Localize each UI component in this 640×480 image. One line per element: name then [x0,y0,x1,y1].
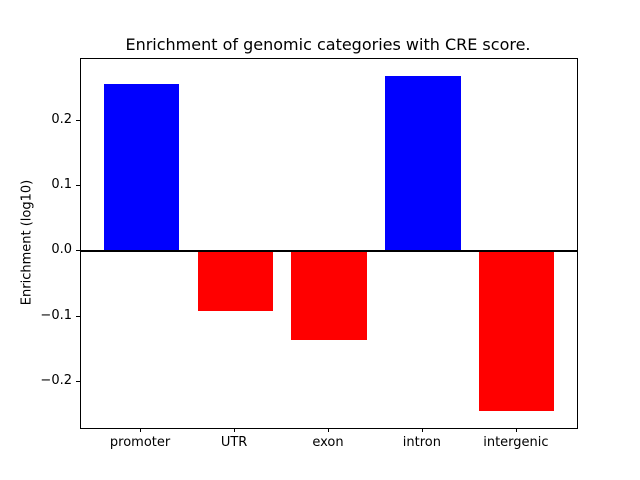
y-tick-label: −0.1 [40,307,72,323]
bar-intergenic [479,251,555,411]
bar-promoter [103,83,179,252]
chart-title: Enrichment of genomic categories with CR… [125,35,531,54]
y-tick-mark [76,381,80,383]
x-tick-label-UTR: UTR [220,435,248,450]
y-tick-label: 0.0 [51,242,72,258]
y-tick-label: 0.2 [51,111,72,127]
plot-area [80,58,578,429]
bar-exon [291,251,367,341]
x-tick-label-intron: intron [402,435,441,450]
x-tick-label-promoter: promoter [109,435,171,450]
x-tick-mark [328,428,329,432]
x-tick-mark [140,428,142,432]
bar-intron [385,76,461,252]
x-tick-mark [421,428,423,432]
y-tick-mark [76,315,80,317]
x-tick-mark [234,428,236,432]
x-tick-mark [515,428,517,432]
x-tick-label-exon: exon [312,435,344,450]
y-tick-mark [76,184,80,186]
y-tick-label: −0.2 [40,373,72,389]
bar-UTR [197,251,273,311]
x-tick-label-intergenic: intergenic [483,435,549,450]
y-tick-mark [76,119,80,121]
zero-line [81,250,577,253]
y-tick-mark [76,250,80,252]
y-tick-label: 0.1 [51,176,72,192]
